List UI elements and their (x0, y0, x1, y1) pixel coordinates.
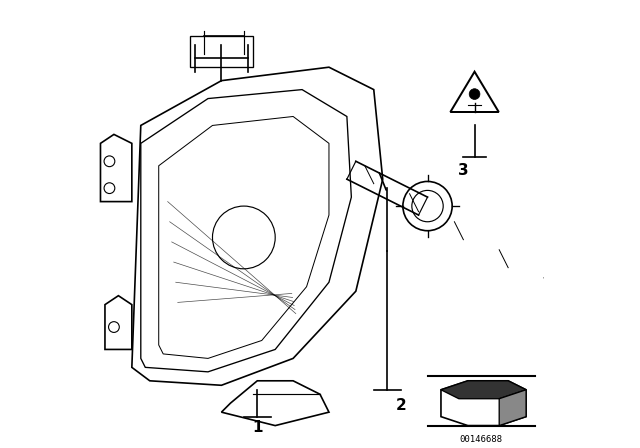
Text: 3: 3 (458, 163, 468, 178)
Polygon shape (441, 381, 526, 399)
Text: 2: 2 (396, 398, 406, 413)
Circle shape (469, 89, 480, 99)
Polygon shape (441, 381, 526, 426)
Polygon shape (499, 390, 526, 426)
Text: 1: 1 (252, 420, 262, 435)
Text: 00146688: 00146688 (460, 435, 503, 444)
